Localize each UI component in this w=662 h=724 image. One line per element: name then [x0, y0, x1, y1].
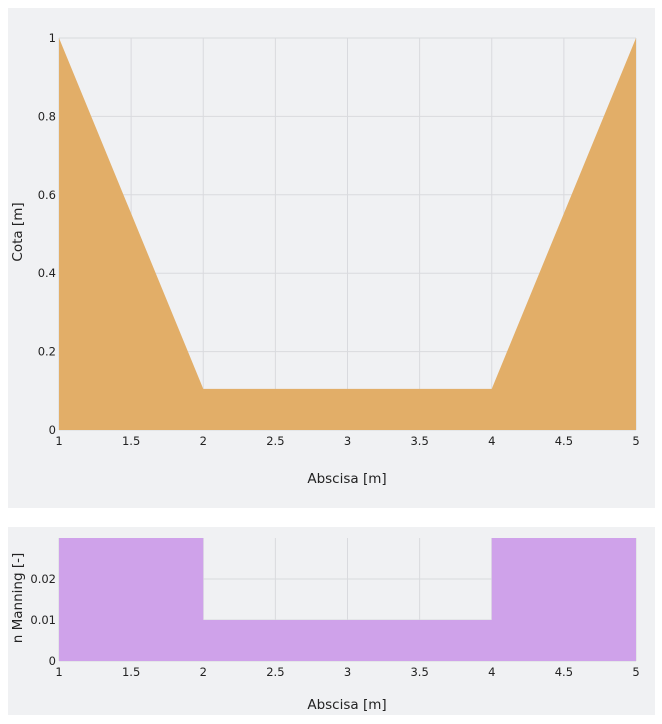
cross-section-x-tick-label: 5: [632, 434, 639, 448]
manning-y-tick-label: 0: [49, 654, 56, 668]
cross-section-y-tick-label: 0.4: [38, 266, 56, 280]
manning-x-tick-label: 4: [488, 665, 495, 679]
manning-x-tick-label: 4.5: [555, 665, 573, 679]
cross-section-y-tick-label: 1: [49, 31, 56, 45]
cross-section-x-tick-label: 2: [200, 434, 207, 448]
cross-section-y-tick-label: 0.2: [38, 345, 56, 359]
manning-x-tick-label: 2.5: [266, 665, 284, 679]
cross-section-x-tick-label: 1: [55, 434, 62, 448]
cross-section-x-tick-label: 3: [344, 434, 351, 448]
cross-section-y-tick-label: 0.6: [38, 188, 56, 202]
manning-x-tick-label: 5: [632, 665, 639, 679]
cross-section-area: [59, 38, 636, 430]
manning-x-tick-label: 3: [344, 665, 351, 679]
cross-section-x-tick-label: 4.5: [555, 434, 573, 448]
manning-area: [59, 538, 636, 661]
manning-x-tick-label: 2: [200, 665, 207, 679]
cross-section-x-tick-label: 4: [488, 434, 495, 448]
manning-y-tick-label: 0.01: [30, 613, 56, 627]
cross-section-x-tick-label: 3.5: [410, 434, 428, 448]
cross-section-x-ticks: 1 1.5 2 2.5 3 3.5 4 4.5 5: [55, 434, 639, 448]
cross-section-y-tick-label: 0.8: [38, 109, 56, 123]
manning-x-tick-label: 1: [55, 665, 62, 679]
cross-section-x-tick-label: 2.5: [266, 434, 284, 448]
manning-x-tick-label: 1.5: [122, 665, 140, 679]
cross-section-y-ticks: 0 0.2 0.4 0.6 0.8 1: [38, 31, 56, 437]
manning-y-tick-label: 0.02: [30, 572, 56, 586]
manning-x-tick-label: 3.5: [410, 665, 428, 679]
cross-section-x-axis-label: Abscisa [m]: [307, 471, 386, 487]
cross-section-x-tick-label: 1.5: [122, 434, 140, 448]
manning-x-ticks: 1 1.5 2 2.5 3 3.5 4 4.5 5: [55, 665, 639, 679]
cross-section-y-axis-label: Cota [m]: [10, 202, 26, 261]
manning-x-axis-label: Abscisa [m]: [307, 697, 386, 713]
manning-y-ticks: 0 0.01 0.02: [30, 572, 56, 668]
cross-section-y-tick-label: 0: [49, 423, 56, 437]
manning-y-axis-label: n Manning [-]: [10, 553, 26, 643]
